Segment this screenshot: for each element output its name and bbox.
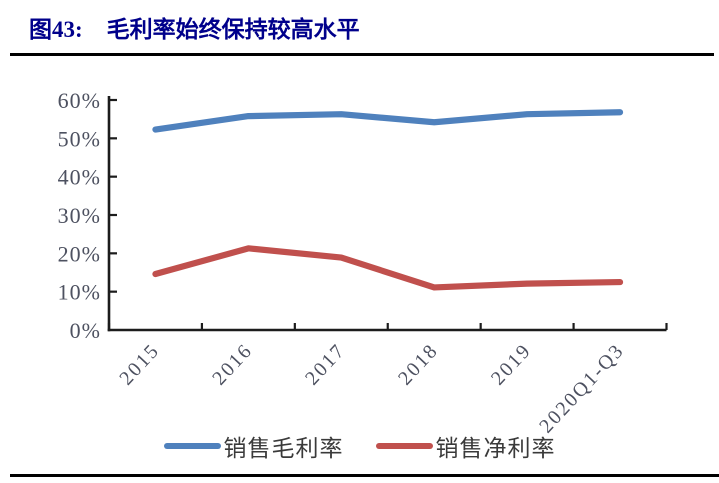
net-margin-line-swatch — [375, 443, 433, 449]
svg-text:50%: 50% — [58, 126, 101, 151]
bottom-divider — [10, 474, 719, 477]
legend-label-net-margin: 销售净利率 — [435, 436, 556, 461]
svg-text:40%: 40% — [58, 165, 101, 190]
legend-item-gross-margin: 销售毛利率 — [163, 429, 344, 463]
svg-text:2015: 2015 — [115, 339, 164, 389]
figure-number: 图43: — [29, 17, 83, 42]
gross-margin-line-swatch — [163, 443, 221, 449]
svg-text:0%: 0% — [70, 318, 101, 343]
svg-text:10%: 10% — [58, 280, 101, 305]
svg-text:2017: 2017 — [301, 339, 350, 389]
figure-title-text: 毛利率始终保持较高水平 — [106, 17, 360, 42]
svg-text:30%: 30% — [58, 203, 101, 228]
svg-text:2019: 2019 — [487, 339, 536, 389]
svg-text:60%: 60% — [58, 88, 101, 113]
legend-item-net-margin: 销售净利率 — [375, 429, 556, 463]
figure-title: 图43: 毛利率始终保持较高水平 — [29, 10, 360, 44]
title-divider — [10, 53, 714, 56]
legend-label-gross-margin: 销售毛利率 — [223, 436, 344, 461]
svg-text:2018: 2018 — [394, 339, 443, 389]
svg-text:2020Q1-Q3: 2020Q1-Q3 — [535, 339, 629, 437]
chart-legend: 销售毛利率 销售净利率 — [0, 429, 719, 463]
svg-text:2016: 2016 — [208, 339, 257, 389]
svg-text:20%: 20% — [58, 241, 101, 266]
